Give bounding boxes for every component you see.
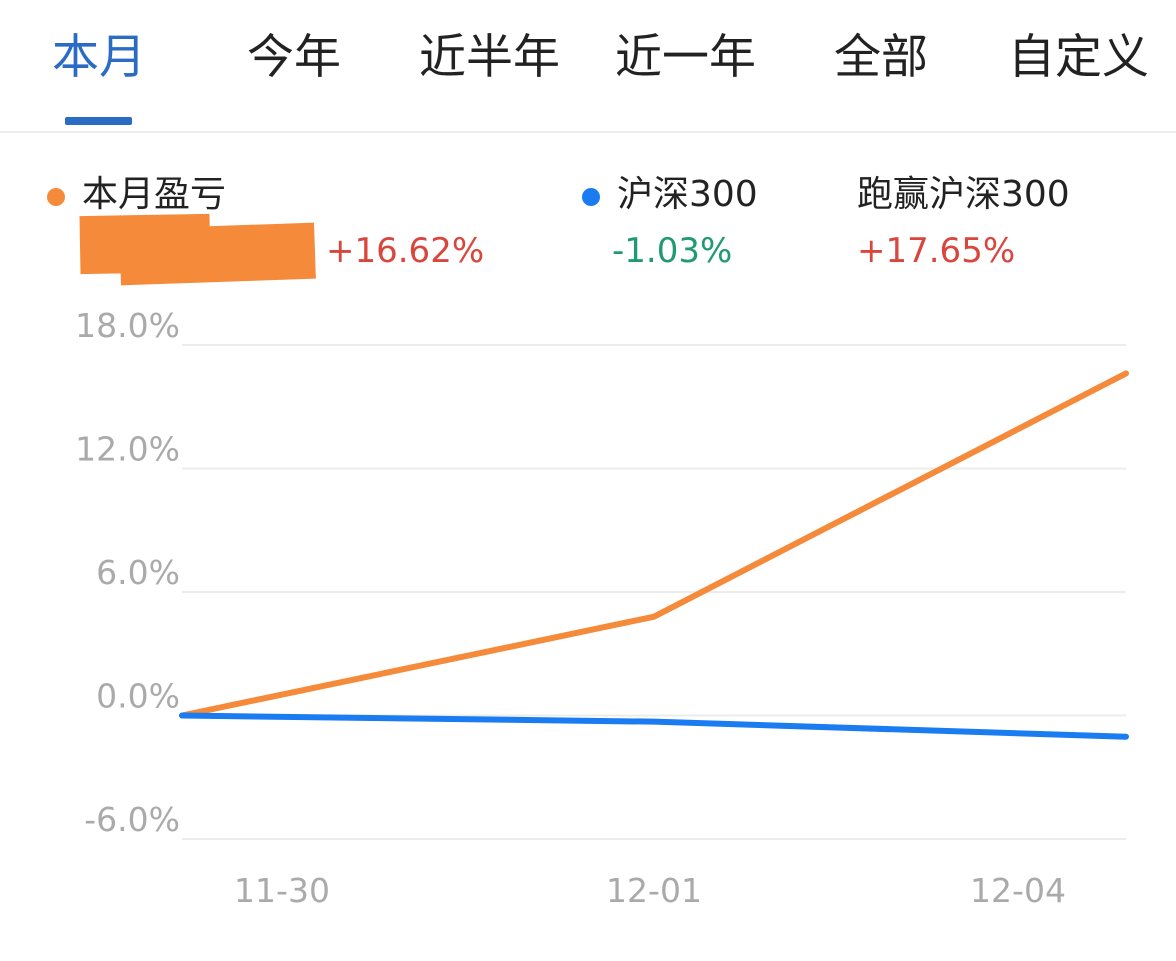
index-label: 沪深300 (617, 174, 758, 215)
beat-label: 跑赢沪深300 (857, 174, 1070, 215)
tab-this-year[interactable]: 今年 (247, 30, 341, 85)
tab-one-year[interactable]: 近一年 (615, 30, 756, 85)
active-tab-indicator (65, 117, 132, 125)
beat-value: +17.65% (857, 231, 1016, 271)
x-tick-label: 12-04 (970, 871, 1066, 910)
x-tick-label: 11-30 (234, 871, 330, 910)
profit-label: 本月盈亏 (82, 174, 227, 215)
series-line-index (179, 712, 1129, 740)
x-tick-label: 12-01 (606, 871, 702, 910)
tab-all[interactable]: 全部 (834, 30, 928, 85)
y-tick-label: -6.0% (84, 800, 180, 839)
y-tick-label: 6.0% (96, 553, 180, 592)
index-dot-icon (582, 188, 600, 206)
index-value: -1.03% (612, 231, 733, 271)
redaction-mark (119, 222, 316, 286)
tab-this-month[interactable]: 本月 (52, 30, 146, 85)
y-tick-label: 0.0% (96, 677, 180, 716)
profit-dot-icon (47, 188, 65, 206)
y-tick-label: 12.0% (75, 430, 180, 469)
tab-half-year[interactable]: 近半年 (419, 30, 560, 85)
tab-custom[interactable]: 自定义 (1008, 30, 1149, 85)
series-line-profit (179, 370, 1129, 719)
y-tick-label: 18.0% (75, 306, 180, 345)
profit-value: +16.62% (326, 231, 485, 271)
performance-line-chart: 18.0% 12.0% 6.0% 0.0% -6.0% 11-30 12-01 12-04 (75, 306, 1129, 910)
period-tab-bar: 本月 今年 近半年 近一年 全部 自定义 (0, 0, 1176, 133)
